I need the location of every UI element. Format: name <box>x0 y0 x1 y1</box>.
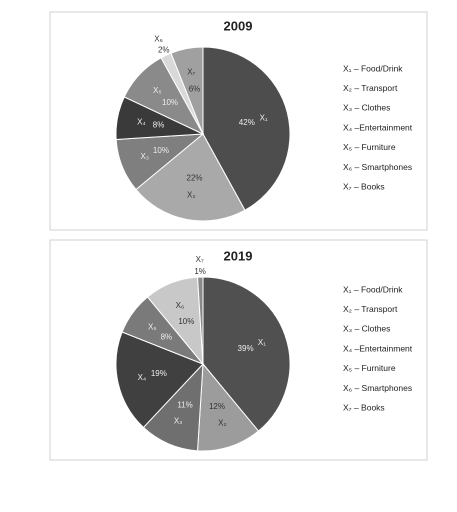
legend-entry: X₁ – Food/Drink <box>343 284 403 294</box>
slice-value-label: 11% <box>177 401 192 410</box>
pie-slice <box>202 276 291 432</box>
pie-slice <box>197 276 204 365</box>
legend-entry: X₂ – Transport <box>343 304 398 314</box>
pie-slice <box>170 46 204 135</box>
legend-entry: X₂ – Transport <box>343 83 398 93</box>
slice-category-label: X₂ <box>187 191 195 200</box>
slice-value-label: 39% <box>238 344 254 353</box>
slice-category-label: X₄ <box>137 117 146 126</box>
slice-value-label: 19% <box>151 369 167 378</box>
pie-slice <box>197 362 260 452</box>
slice-value-label: 10% <box>162 98 178 107</box>
legend-entry: X₆ – Smartphones <box>343 162 412 172</box>
legend-entry: X₃ – Clothes <box>343 324 390 334</box>
slice-value-label: 22% <box>187 174 203 183</box>
slice-category-label: X₁ <box>258 338 266 347</box>
slice-category-label: X₄ <box>138 373 147 382</box>
slice-value-label: 10% <box>153 146 169 155</box>
legend-entry: X₇ – Books <box>343 402 385 412</box>
legend-entry: X₁ – Food/Drink <box>343 63 403 73</box>
slice-value-label: 10% <box>178 317 194 326</box>
chart-title: 2009 <box>224 18 253 33</box>
slice-value-label: 12% <box>209 402 225 411</box>
slice-category-label: X₁ <box>260 114 268 123</box>
pie-slice <box>202 46 291 211</box>
slice-value-label: 6% <box>189 85 201 94</box>
slice-value-label: 42% <box>239 118 255 127</box>
slice-value-label: 8% <box>161 333 173 342</box>
slice-value-label: 8% <box>153 121 165 130</box>
pie-slice <box>135 133 246 222</box>
legend-entry: X₃ – Clothes <box>343 103 390 113</box>
slice-category-label: X₇ <box>187 68 195 77</box>
slice-category-label: X₂ <box>218 419 226 428</box>
slice-category-label: X₃ <box>140 152 149 161</box>
legend-entry: X₅ – Furniture <box>343 142 396 152</box>
slice-category-label: X₃ <box>174 417 183 426</box>
slice-value-label: 2% <box>158 46 170 55</box>
chart-title: 2019 <box>224 248 253 263</box>
legend-entry: X₆ – Smartphones <box>343 383 412 393</box>
legend-entry: X₄ –Entertainment <box>343 122 413 132</box>
slice-value-label: 1% <box>194 267 206 276</box>
slice-category-label: X₆ <box>154 35 163 44</box>
slice-category-label: X₅ <box>153 86 162 95</box>
slice-category-label: X₇ <box>196 255 204 264</box>
slice-category-label: X₅ <box>148 322 157 331</box>
legend-entry: X₄ –Entertainment <box>343 343 413 353</box>
slice-category-label: X₆ <box>176 301 185 310</box>
legend-entry: X₅ – Furniture <box>343 363 396 373</box>
legend-entry: X₇ – Books <box>343 181 385 191</box>
